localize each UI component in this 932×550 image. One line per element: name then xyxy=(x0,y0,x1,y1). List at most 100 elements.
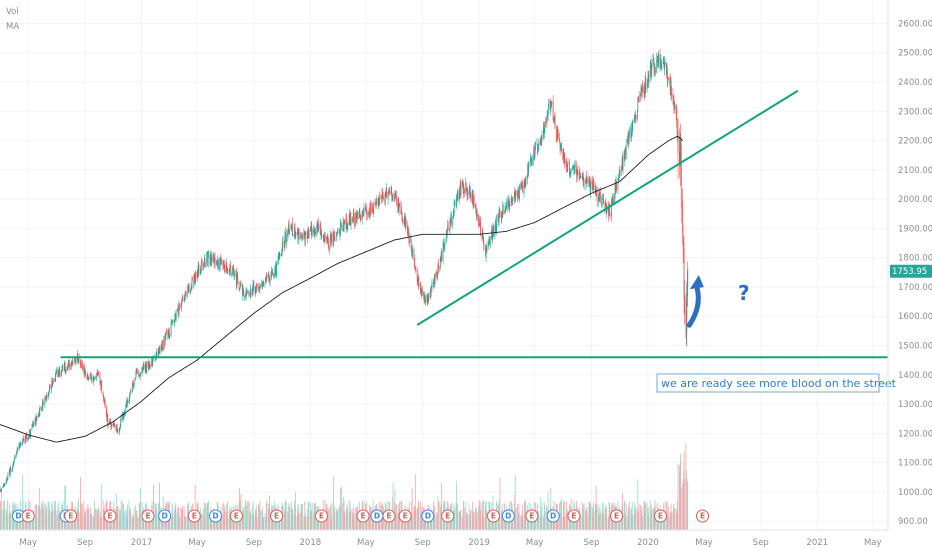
candle-body xyxy=(31,424,33,428)
candle-body xyxy=(634,114,636,117)
volume-bar xyxy=(349,502,351,530)
volume-bar xyxy=(554,517,555,530)
volume-bar xyxy=(682,478,684,530)
volume-bar xyxy=(199,513,201,530)
earnings-marker xyxy=(382,509,396,523)
event-marker-label: E xyxy=(234,512,239,521)
candle-body xyxy=(143,364,145,369)
volume-bar xyxy=(485,501,487,530)
candle-body xyxy=(540,139,542,143)
candle-body xyxy=(239,287,241,289)
volume-bar xyxy=(261,510,263,530)
y-tick-label: 900.00 xyxy=(898,517,928,527)
candle-body xyxy=(98,372,99,375)
candle-body xyxy=(439,259,441,268)
volume-bar xyxy=(44,515,46,530)
candle-body xyxy=(77,360,79,364)
candle-body xyxy=(505,208,506,213)
volume-bar xyxy=(628,517,630,530)
candle-body xyxy=(579,173,580,179)
candle-body xyxy=(123,416,125,418)
volume-bar xyxy=(522,504,524,530)
candle-body xyxy=(598,193,600,196)
candle-body xyxy=(175,312,177,319)
candle-body xyxy=(426,295,428,305)
volume-bar xyxy=(602,502,604,530)
candle-body xyxy=(622,153,624,170)
volume-bar xyxy=(677,463,679,530)
candle-body xyxy=(611,200,613,205)
volume-bar xyxy=(463,507,465,530)
candle-body xyxy=(246,290,248,292)
candle-body xyxy=(68,361,69,365)
candle-body xyxy=(416,269,418,282)
volume-bar xyxy=(449,516,450,530)
volume-bar xyxy=(232,516,234,530)
volume-bar xyxy=(653,507,654,530)
volume-bar xyxy=(437,496,439,530)
volume-bar xyxy=(528,516,530,530)
candle-body xyxy=(556,139,558,142)
volume-bar xyxy=(411,487,413,530)
candle-body xyxy=(49,385,50,392)
candle-body xyxy=(9,467,11,475)
candle-body xyxy=(114,424,116,427)
candle-body xyxy=(469,185,471,194)
volume-bar xyxy=(540,497,542,530)
volume-bar xyxy=(598,513,600,530)
volume-bar xyxy=(623,502,625,530)
candle-body xyxy=(444,241,446,245)
candle-body xyxy=(73,362,75,365)
volume-bar xyxy=(644,501,646,530)
volume-bar xyxy=(26,515,28,530)
volume-bar xyxy=(38,488,40,530)
candle-body xyxy=(297,233,299,239)
candle-body xyxy=(479,220,481,227)
volume-bar xyxy=(13,512,15,530)
candle-body xyxy=(109,420,111,423)
volume-bar xyxy=(335,512,337,530)
candle-body xyxy=(104,399,105,402)
candle-body xyxy=(261,281,263,289)
candle-body xyxy=(316,224,318,231)
event-marker-label: E xyxy=(445,512,450,521)
volume-bar xyxy=(492,516,493,530)
candle-body xyxy=(627,136,629,138)
volume-bar xyxy=(339,506,341,530)
candle-body xyxy=(318,229,320,231)
earnings-marker xyxy=(567,509,581,523)
volume-bar xyxy=(638,513,640,530)
volume-bar xyxy=(468,504,470,530)
volume-bar xyxy=(418,500,419,530)
volume-bar xyxy=(49,507,50,530)
volume-bar xyxy=(83,509,85,530)
volume-bar xyxy=(135,511,137,530)
candle-body xyxy=(362,211,363,215)
y-tick-label: 1400.00 xyxy=(898,371,932,381)
volume-bar xyxy=(604,508,606,530)
volume-bar xyxy=(638,503,640,530)
volume-bar xyxy=(156,509,158,530)
candle-body xyxy=(8,470,10,475)
volume-bar xyxy=(467,513,468,530)
volume-bar xyxy=(640,513,642,530)
volume-bar xyxy=(200,507,202,530)
volume-bar xyxy=(41,504,43,530)
candle-body xyxy=(358,216,360,218)
candle-body xyxy=(100,382,102,388)
volume-bar xyxy=(686,476,688,530)
volume-bar xyxy=(89,514,91,530)
volume-bar xyxy=(560,500,561,530)
candle-body xyxy=(669,77,671,78)
volume-bar xyxy=(666,517,668,530)
volume-bar xyxy=(358,516,360,530)
volume-bar xyxy=(45,511,47,530)
candle-body xyxy=(288,222,290,234)
candle-body xyxy=(572,166,573,171)
candle-body xyxy=(117,430,119,432)
candle-body xyxy=(575,166,577,173)
candle-body xyxy=(456,193,458,199)
candle-body xyxy=(534,155,536,158)
volume-bar xyxy=(76,508,78,530)
candle-body xyxy=(327,235,328,242)
